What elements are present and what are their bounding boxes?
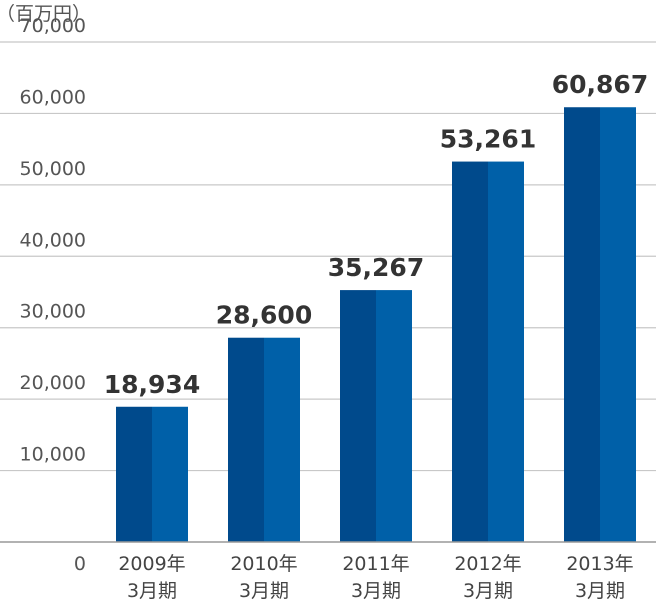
- data-label: 28,600: [216, 301, 312, 330]
- y-tick-label: 40,000: [20, 229, 86, 251]
- y-tick-label: 50,000: [20, 158, 86, 180]
- bar-left-face: [228, 337, 264, 542]
- data-label: 60,867: [552, 70, 648, 99]
- bar-right-face: [600, 107, 636, 542]
- y-tick-label: 0: [74, 553, 86, 575]
- x-tick-label: 2012年: [454, 553, 521, 575]
- x-tick-label: 2009年: [118, 553, 185, 575]
- bar: [228, 337, 300, 542]
- bars: [116, 107, 636, 543]
- x-tick-label: 3月期: [575, 580, 625, 602]
- y-tick-label: 70,000: [20, 15, 86, 37]
- x-tick-label: 3月期: [127, 580, 177, 602]
- bar: [564, 107, 636, 542]
- y-tick-label: 20,000: [20, 372, 86, 394]
- bar: [116, 406, 188, 542]
- y-tick-label: 30,000: [20, 301, 86, 323]
- bar-right-face: [376, 290, 412, 542]
- bar-left-face: [452, 161, 488, 543]
- gridlines: [0, 41, 656, 472]
- x-tick-label: 2013年: [566, 553, 633, 575]
- unit-label: （百万円）: [0, 3, 91, 25]
- x-tick-label: 3月期: [463, 580, 513, 602]
- x-tick-label: 2010年: [230, 553, 297, 575]
- data-labels: 18,934 28,600 35,267 53,261 60,867: [104, 70, 648, 399]
- bar-left-face: [116, 406, 152, 542]
- bar: [452, 161, 524, 543]
- bar-right-face: [152, 406, 188, 542]
- bar-right-face: [264, 337, 300, 542]
- y-axis-ticks: 0 10,000 20,000 30,000 40,000 50,000 60,000 70,…: [20, 15, 86, 575]
- bar-left-face: [564, 107, 600, 542]
- bar-right-face: [488, 161, 524, 543]
- x-tick-label: 3月期: [239, 580, 289, 602]
- y-tick-label: 10,000: [20, 444, 86, 466]
- data-label: 53,261: [440, 125, 536, 154]
- data-label: 18,934: [104, 370, 200, 399]
- x-tick-label: 3月期: [351, 580, 401, 602]
- y-tick-label: 60,000: [20, 86, 86, 108]
- bar-left-face: [340, 290, 376, 542]
- x-tick-label: 2011年: [342, 553, 409, 575]
- x-axis-ticks: 2009年 3月期 2010年 3月期 2011年 3月期 2012年 3月期 2013年 3月期: [118, 553, 633, 602]
- data-label: 35,267: [328, 253, 424, 282]
- bar: [340, 290, 412, 542]
